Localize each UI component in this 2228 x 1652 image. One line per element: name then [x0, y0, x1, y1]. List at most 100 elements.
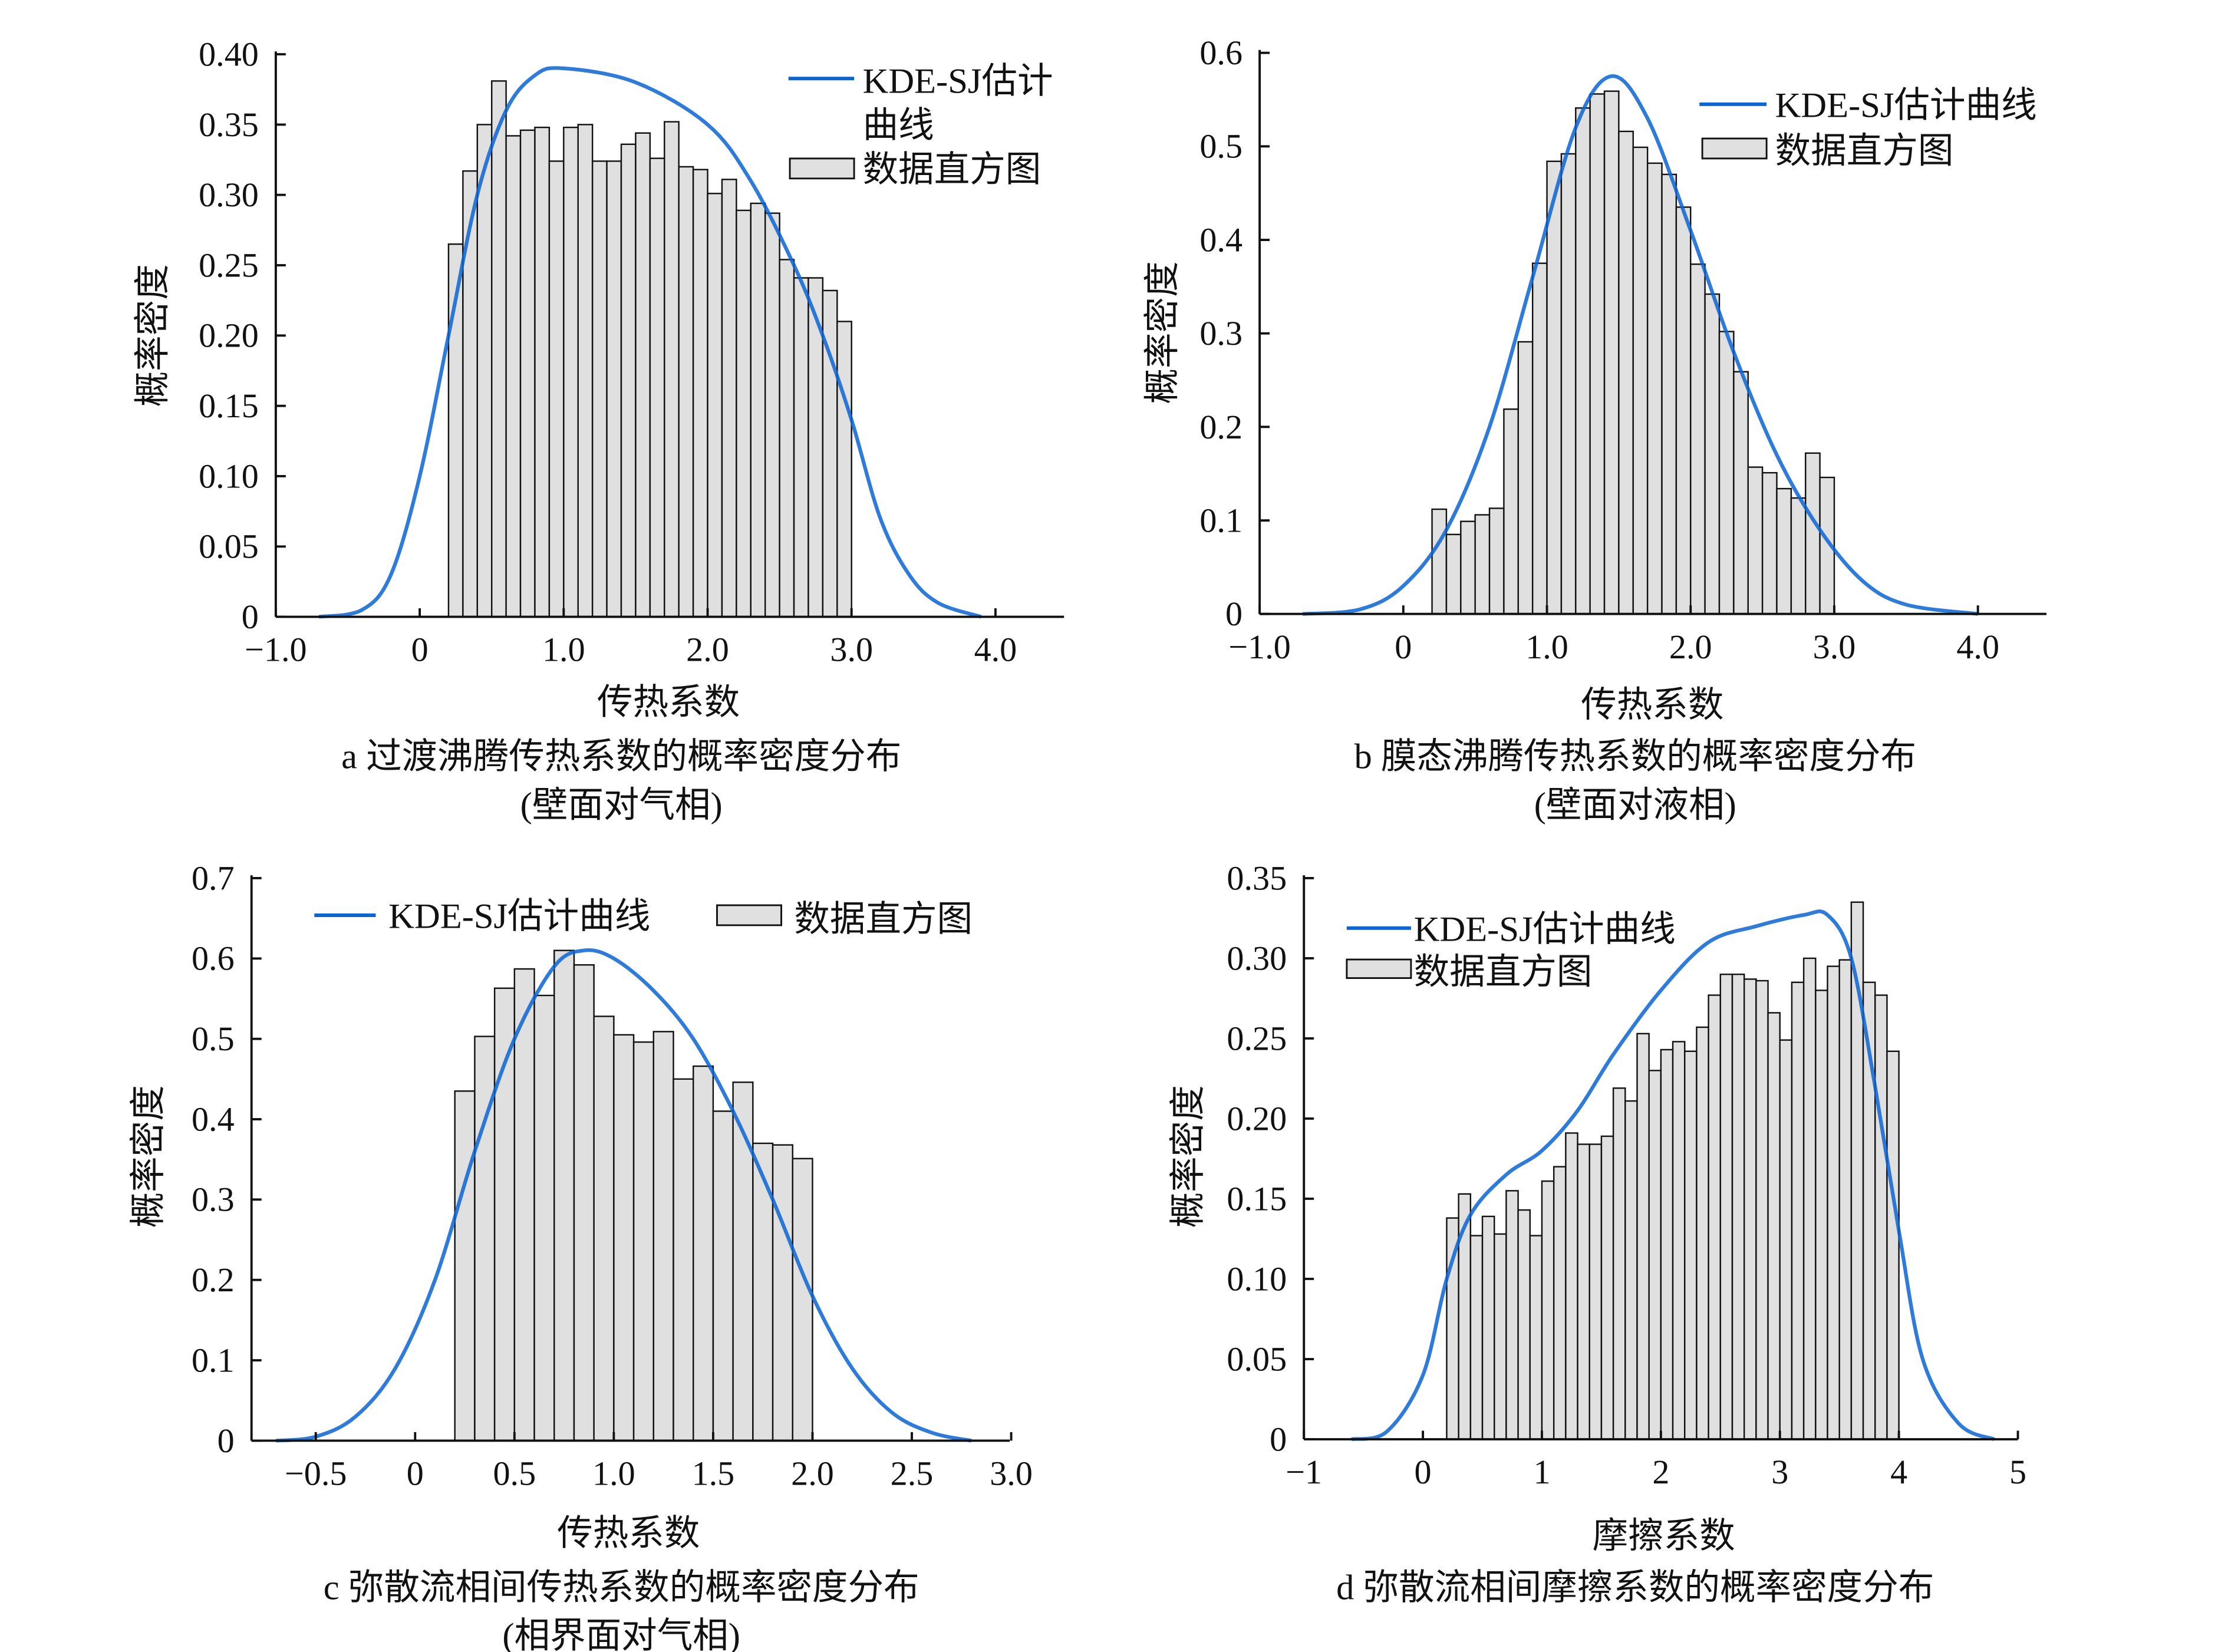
histogram-bars	[1431, 90, 1835, 615]
histogram-bar	[1708, 994, 1722, 1440]
histogram-bar	[1790, 497, 1807, 615]
histogram-bar	[577, 124, 594, 618]
y-tick-label: 0.35	[199, 105, 259, 144]
y-tick-label: 0.10	[199, 457, 259, 495]
legend-bar-label: 数据直方图	[1775, 131, 1954, 171]
histogram-bar	[664, 121, 680, 618]
x-tick-label: 2	[1652, 1453, 1669, 1491]
histogram-bar	[593, 1015, 615, 1442]
x-axis-label: 传热系数	[557, 1513, 700, 1553]
y-tick-label: 0.3	[1199, 314, 1242, 352]
histogram-bar	[1719, 973, 1733, 1440]
histogram-bar	[476, 124, 493, 618]
x-tick-label: 1	[1533, 1453, 1550, 1491]
y-tick-label: 0	[1270, 1420, 1287, 1458]
histogram-bar	[632, 1041, 655, 1442]
kde-curve	[276, 948, 972, 1443]
x-tick-label: 4.0	[974, 631, 1017, 669]
histogram-bar	[1546, 160, 1563, 615]
histogram-bar	[491, 80, 507, 618]
histogram-bar	[1886, 1050, 1900, 1440]
y-tick-label: 0.25	[199, 246, 259, 284]
x-axis-label: 传热系数	[1581, 685, 1723, 725]
y-tick-label: 0.5	[192, 1020, 235, 1058]
y-tick-label: 0.3	[192, 1181, 235, 1219]
histogram-bar	[553, 949, 575, 1442]
histogram-bar	[750, 202, 766, 618]
y-tick-label: 0.30	[1227, 939, 1287, 977]
y-tick-label: 0.20	[1227, 1099, 1287, 1137]
x-tick-label: 2.0	[791, 1455, 834, 1493]
histogram-bar	[620, 143, 637, 618]
histogram-bar	[1474, 514, 1491, 615]
legend: KDE-SJ估计曲线 数据直方图	[314, 897, 973, 939]
histogram-bar	[613, 1034, 635, 1442]
histogram-bar	[573, 964, 595, 1442]
histogram-bar	[752, 1142, 774, 1442]
kde-curve	[1302, 74, 1979, 616]
kde-curve	[318, 66, 982, 619]
histogram-bar	[732, 1081, 754, 1442]
y-tick-label: 0.4	[1199, 220, 1242, 259]
histogram-bar	[1827, 965, 1840, 1440]
legend: KDE-SJ估计 曲线 数据直方图	[788, 61, 1053, 190]
histogram-bar	[1747, 466, 1764, 615]
x-tick-label: 3.0	[990, 1455, 1033, 1493]
histogram-bar	[1646, 162, 1663, 615]
histogram-bar	[1517, 1209, 1531, 1440]
plot-area: −1.0 0 1.0 2.0 3.0 4.000.10.20.30.40.50.6	[1199, 34, 2046, 666]
x-axis-label: 摩擦系数	[1593, 1516, 1735, 1556]
histogram-bar	[1503, 408, 1520, 615]
panel-c: −0.5 0 0.5 1.0 1.5 2.0 2.5 3.0 0 0.1 0.2 0.3 0.4 0.5 0…	[129, 859, 1033, 1652]
histogram-bar	[606, 160, 622, 618]
histogram-bar	[1815, 990, 1828, 1440]
y-tick-label: 0.2	[1199, 408, 1242, 446]
histogram-bar	[1481, 1215, 1495, 1440]
x-tick-label: 1.5	[692, 1455, 735, 1493]
legend-bar-swatch	[789, 157, 855, 180]
legend-bar-label: 数据直方图	[794, 900, 973, 939]
histogram-bar	[1718, 331, 1735, 615]
panel-a: −1.0 0 1.0 2.0 3.0 4.000.050.100.150.200.250.…	[133, 35, 1064, 825]
histogram-bar	[1648, 1070, 1662, 1440]
histogram-bar	[1779, 1039, 1793, 1440]
histogram-bar	[707, 193, 723, 618]
y-tick-label: 0.25	[1227, 1019, 1287, 1057]
legend: KDE-SJ估计曲线 数据直方图	[1346, 910, 1676, 992]
histogram-bar	[678, 166, 694, 618]
histogram-bar	[1553, 1166, 1567, 1440]
histogram-bar	[1632, 146, 1649, 615]
histogram-bar	[533, 994, 555, 1442]
histogram-bar	[591, 160, 608, 618]
y-axis-label: 概率密度	[1143, 261, 1182, 404]
legend-bar-swatch	[1346, 958, 1412, 979]
histogram-bar	[1531, 262, 1548, 615]
caption-line-1: d 弥散流相间摩擦系数的概率密度分布	[1336, 1568, 1934, 1607]
x-tick-label: 5	[2009, 1453, 2026, 1491]
histogram-bar	[649, 157, 665, 618]
panel-b: −1.0 0 1.0 2.0 3.0 4.000.10.20.30.40.50.6 概率密…	[1143, 34, 2046, 825]
histogram-bar	[1874, 994, 1888, 1440]
y-tick-label: 0.6	[192, 939, 235, 978]
x-tick-label: 1.0	[1525, 628, 1568, 666]
histogram-bar	[764, 212, 780, 618]
x-tick-label: 0.5	[493, 1455, 536, 1493]
y-axis-label: 概率密度	[129, 1085, 169, 1228]
histogram-bar	[1690, 263, 1706, 615]
y-tick-label: 0	[242, 598, 259, 636]
histogram-bar	[1675, 206, 1692, 615]
histogram-bar	[652, 1031, 674, 1442]
histogram-bar	[793, 277, 809, 618]
histogram-bar	[1636, 1033, 1650, 1440]
y-axis-label: 概率密度	[133, 264, 173, 407]
histogram-bar	[1805, 452, 1821, 615]
x-tick-label: 0	[1415, 1453, 1432, 1491]
histogram-bar	[635, 132, 651, 618]
caption-line-1: b 膜态沸腾传热系数的概率密度分布	[1354, 737, 1916, 776]
histogram-bar	[1755, 980, 1769, 1440]
histogram-bar	[836, 321, 852, 618]
histogram-bar	[772, 1144, 793, 1442]
panel-d: −1 0 1 2 3 4 500.050.100.150.200.250.300.35 概率…	[1168, 859, 2026, 1607]
histogram-bar	[493, 987, 516, 1442]
histogram-bar	[1445, 533, 1462, 615]
